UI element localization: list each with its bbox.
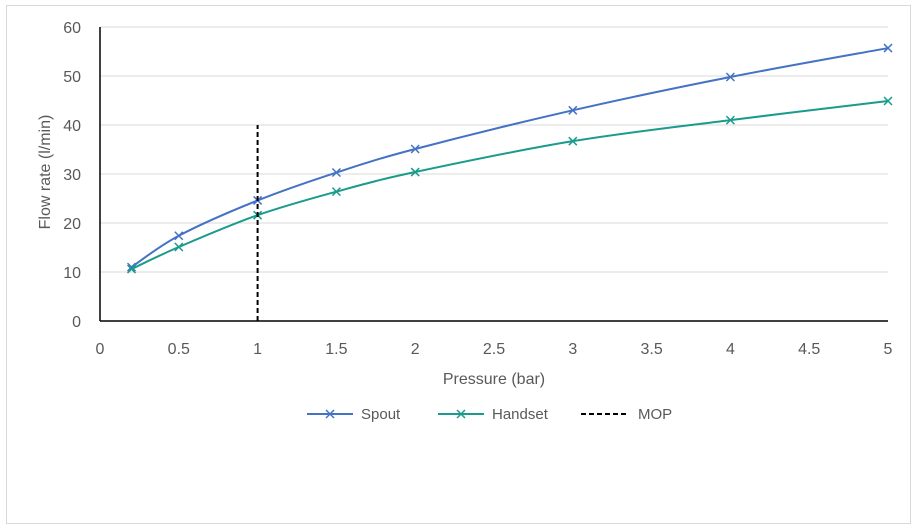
series-handset-point [725, 115, 735, 125]
series-lines [126, 43, 893, 321]
x-tick-label: 4.5 [798, 341, 820, 358]
legend-item-spout: Spout [307, 406, 401, 423]
y-tick-label: 20 [63, 216, 81, 233]
x-tick-label: 3.5 [640, 341, 662, 358]
x-tick-label: 0.5 [168, 341, 190, 358]
legend-label: Spout [361, 406, 401, 423]
x-tick-label: 1.5 [325, 341, 347, 358]
series-handset-point [410, 167, 420, 177]
series-spout-line [130, 47, 889, 268]
y-tick-label: 40 [63, 118, 81, 135]
x-axis-title: Pressure (bar) [443, 371, 545, 388]
y-tick-label: 10 [63, 265, 81, 282]
series-handset-point [126, 264, 137, 274]
legend-marker [456, 409, 466, 419]
series-handset-point [174, 242, 184, 252]
series-spout-point [126, 262, 137, 272]
legend-item-mop: MOP [581, 406, 672, 423]
series-spout-point [410, 144, 420, 154]
series-spout-point [883, 43, 893, 53]
series-spout-point [568, 105, 578, 115]
gridlines [100, 26, 888, 273]
series-handset-point [331, 187, 341, 197]
x-tick-label: 5 [884, 341, 893, 358]
x-tick-label: 2 [411, 341, 420, 358]
x-tick-label: 1 [253, 341, 262, 358]
series-handset-point [883, 96, 893, 106]
series-handset-point [568, 136, 578, 146]
x-tick-label: 3 [568, 341, 577, 358]
x-tick-label: 0 [96, 341, 105, 358]
y-tick-label: 50 [63, 69, 81, 86]
series-spout-point [725, 72, 735, 82]
axes [99, 27, 888, 322]
legend-marker [325, 409, 335, 419]
series-spout-point [331, 167, 341, 178]
legend-label: MOP [638, 406, 672, 423]
y-tick-label: 60 [63, 20, 81, 37]
series-spout-point [174, 231, 184, 241]
x-tick-label: 2.5 [483, 341, 505, 358]
tick-labels: 0 10 20 30 40 50 60 0 0.5 1 1.5 2 2.5 3 3.5 4 4.5 5 [63, 20, 892, 358]
legend-item-handset: Handset [438, 406, 549, 423]
chart-frame [6, 5, 911, 524]
legend-label: Handset [492, 406, 549, 423]
y-axis-title: Flow rate (l/min) [37, 115, 54, 230]
y-tick-label: 30 [63, 167, 81, 184]
series-handset-line [131, 99, 889, 270]
x-tick-label: 4 [726, 341, 735, 358]
y-tick-label: 0 [72, 314, 81, 331]
legend: Spout Handset MOP [307, 406, 672, 423]
